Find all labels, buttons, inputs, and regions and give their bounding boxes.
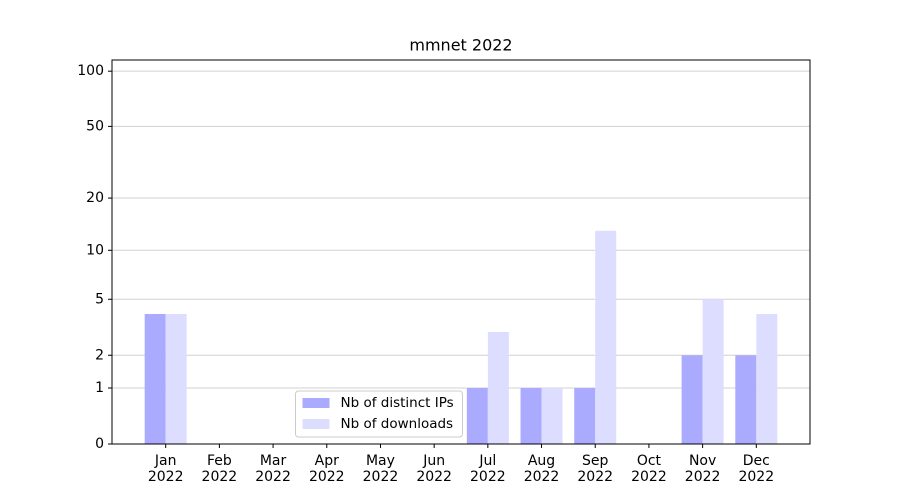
chart-title: mmnet 2022 [409, 36, 512, 55]
bar [681, 355, 703, 444]
x-tick-label: Jun 2022 [416, 453, 452, 485]
bar [735, 355, 757, 444]
x-tick-label: Apr 2022 [308, 453, 345, 485]
y-tick-label: 2 [95, 347, 104, 363]
y-tick-label: 100 [77, 63, 104, 79]
legend-swatch [302, 398, 330, 408]
bar [574, 388, 596, 444]
x-tick-label: Jul 2022 [470, 453, 506, 485]
bar [466, 388, 488, 444]
x-tick-label: Dec 2022 [738, 453, 775, 485]
y-tick-label: 20 [86, 190, 104, 206]
x-tick-label: Sep 2022 [577, 453, 614, 485]
x-tick-label: Mar 2022 [255, 453, 291, 485]
y-tick-label: 50 [86, 118, 104, 134]
bar [595, 230, 617, 444]
x-tick-label: Oct 2022 [631, 453, 667, 485]
bar [702, 299, 724, 444]
x-tick-label: Feb 2022 [201, 453, 238, 485]
x-tick-label: May 2022 [362, 453, 399, 485]
y-tick-label: 5 [95, 291, 104, 307]
x-tick-label: Nov 2022 [684, 453, 721, 485]
legend-box [295, 390, 463, 438]
plot-frame [111, 59, 811, 445]
legend-label: Nb of downloads [341, 416, 454, 432]
y-tick-label: 1 [95, 380, 104, 396]
bar [144, 313, 166, 444]
bar [487, 332, 509, 444]
x-tick-label: Jan 2022 [147, 453, 184, 485]
bar [756, 313, 778, 444]
bar [541, 388, 563, 444]
legend: Nb of distinct IPs Nb of downloads [295, 390, 463, 438]
bar [165, 313, 187, 444]
bar [520, 388, 542, 444]
y-tick-label: 10 [86, 242, 104, 258]
legend-swatch [302, 419, 330, 429]
legend-label: Nb of distinct IPs [341, 395, 454, 411]
y-tick-label: 0 [95, 436, 104, 452]
x-tick-label: Aug 2022 [523, 453, 560, 485]
